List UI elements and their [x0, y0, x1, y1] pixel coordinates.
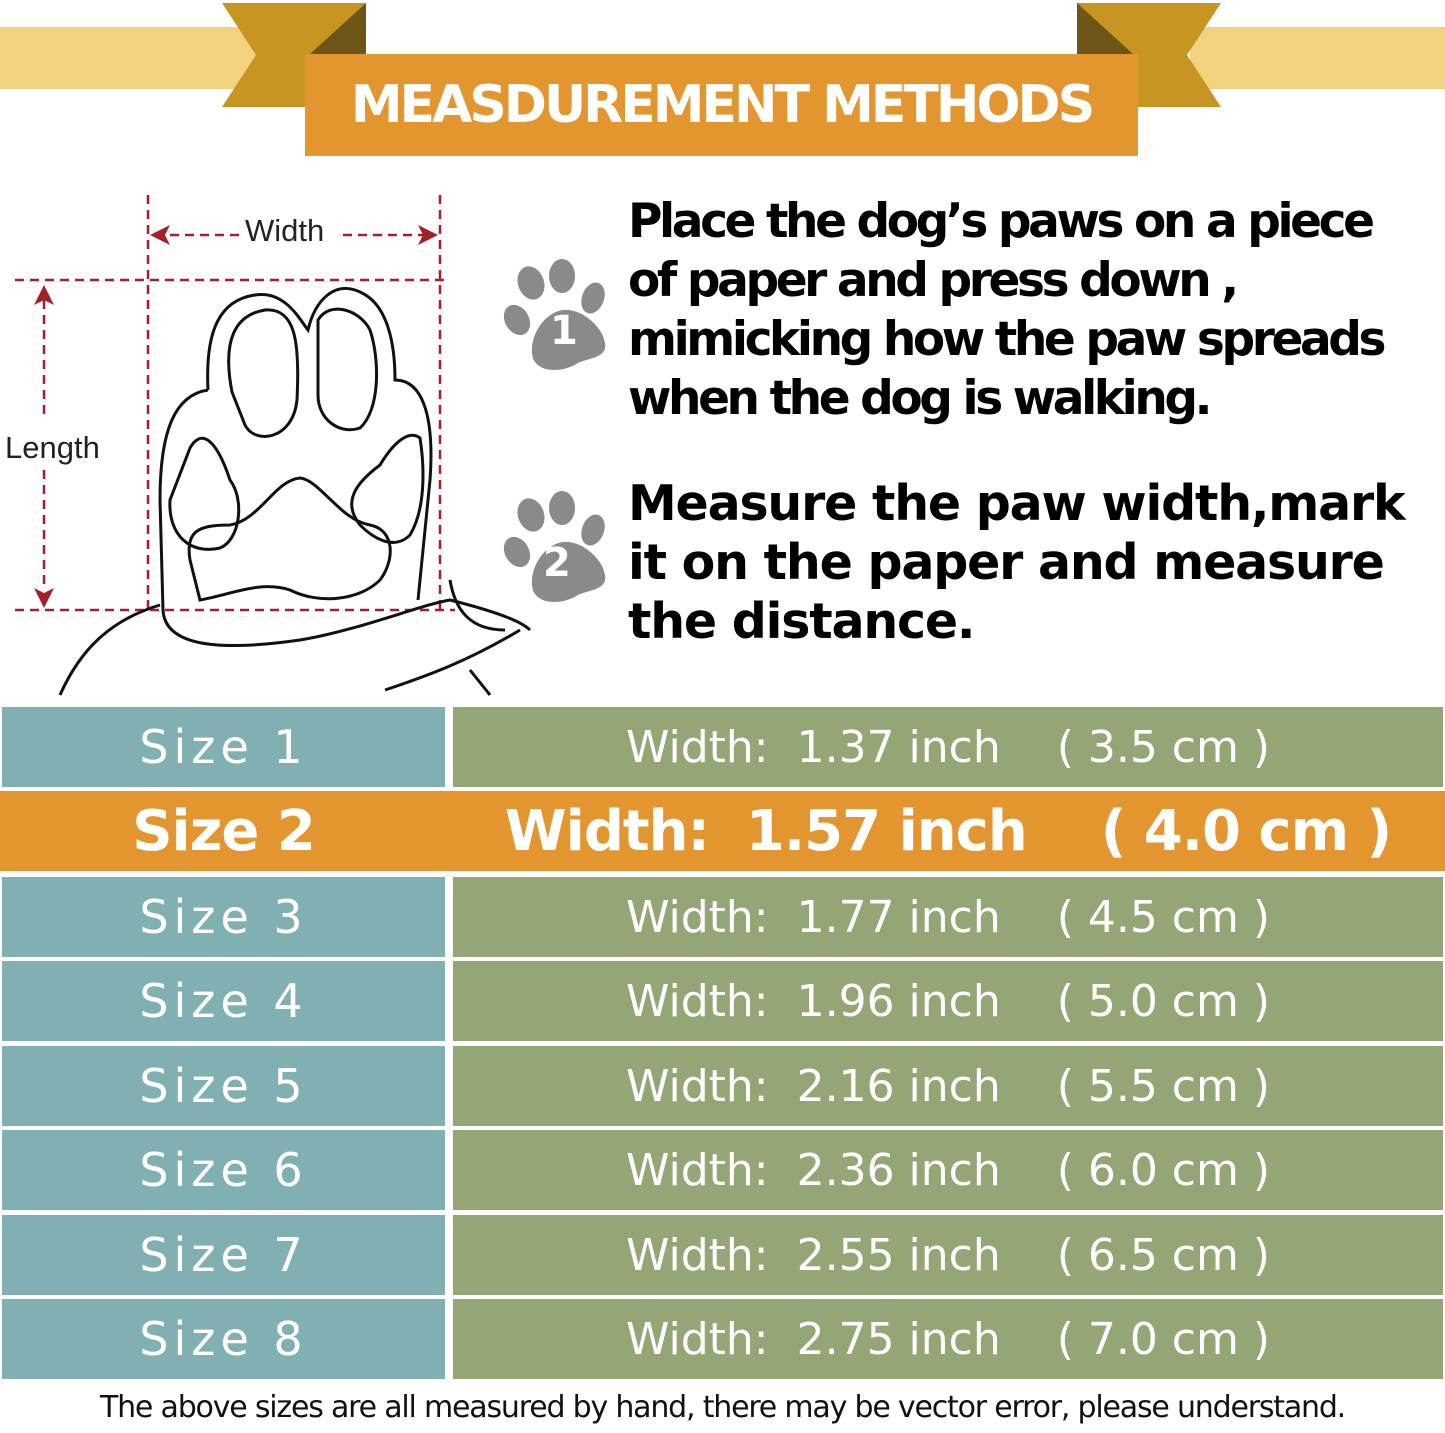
width-value: Width: 2.36 inch ( 6.0 cm ) — [453, 1130, 1443, 1210]
step-2-text: Measure the paw width,mark it on the pap… — [628, 474, 1406, 651]
table-row: Size 7 Width: 2.55 inch ( 6.5 cm ) — [0, 1215, 1445, 1295]
paw-outline-drawing — [15, 195, 532, 696]
size-label: Size 6 — [2, 1130, 445, 1210]
table-row: Size 8 Width: 2.75 inch ( 7.0 cm ) — [0, 1299, 1445, 1379]
width-value: Width: 1.96 inch ( 5.0 cm ) — [453, 961, 1443, 1041]
footer-note: The above sizes are all measured by hand… — [99, 1390, 1346, 1425]
table-row: Size 3 Width: 1.77 inch ( 4.5 cm ) — [0, 877, 1445, 957]
length-label: Length — [2, 430, 103, 466]
page-title: MEASDUREMENT METHODS — [350, 75, 1095, 135]
ribbon-band-left — [0, 27, 260, 89]
ribbon-folds — [222, 3, 1221, 107]
step-2-line: the distance. — [628, 593, 976, 650]
title-banner: MEASDUREMENT METHODS — [305, 54, 1138, 156]
step-2-number: 2 — [543, 540, 571, 586]
step-1-line: mimicking how the paw spreads — [628, 312, 1387, 367]
width-label: Width — [242, 213, 328, 249]
size-label: Size 1 — [2, 707, 445, 787]
table-row: Size 6 Width: 2.36 inch ( 6.0 cm ) — [0, 1130, 1445, 1210]
size-label: Size 3 — [2, 877, 445, 957]
step-2-line: it on the paper and measure — [628, 534, 1385, 591]
size-label: Size 2 — [132, 798, 316, 864]
ribbon-band-right — [1190, 27, 1445, 89]
step-1-line: of paper and press down , — [628, 253, 1239, 308]
size-label: Size 4 — [2, 961, 445, 1041]
width-value: Width: 1.57 inch ( 4.0 cm ) — [504, 798, 1392, 864]
size-label: Size 5 — [2, 1046, 445, 1126]
paw-print-icon — [503, 491, 606, 602]
table-row: Size 2 Width: 1.57 inch ( 4.0 cm ) — [0, 791, 1445, 871]
width-value: Width: 2.16 inch ( 5.5 cm ) — [453, 1046, 1443, 1126]
size-label: Size 8 — [2, 1299, 445, 1379]
step-1-line: when the dog is walking. — [628, 371, 1213, 426]
step-2-line: Measure the paw width,mark — [628, 475, 1406, 532]
width-value: Width: 2.55 inch ( 6.5 cm ) — [453, 1215, 1443, 1295]
step-1-text: Place the dog’s paws on a piece of paper… — [628, 192, 1387, 428]
step-1-line: Place the dog’s paws on a piece — [628, 194, 1375, 249]
size-label: Size 7 — [2, 1215, 445, 1295]
width-value: Width: 1.77 inch ( 4.5 cm ) — [453, 877, 1443, 957]
width-value: Width: 2.75 inch ( 7.0 cm ) — [453, 1299, 1443, 1379]
table-row: Size 4 Width: 1.96 inch ( 5.0 cm ) — [0, 961, 1445, 1041]
width-value: Width: 1.37 inch ( 3.5 cm ) — [453, 707, 1443, 787]
paw-print-icon — [503, 259, 606, 370]
step-1-number: 1 — [550, 308, 578, 354]
table-row: Size 1 Width: 1.37 inch ( 3.5 cm ) — [0, 707, 1445, 787]
table-row: Size 5 Width: 2.16 inch ( 5.5 cm ) — [0, 1046, 1445, 1126]
